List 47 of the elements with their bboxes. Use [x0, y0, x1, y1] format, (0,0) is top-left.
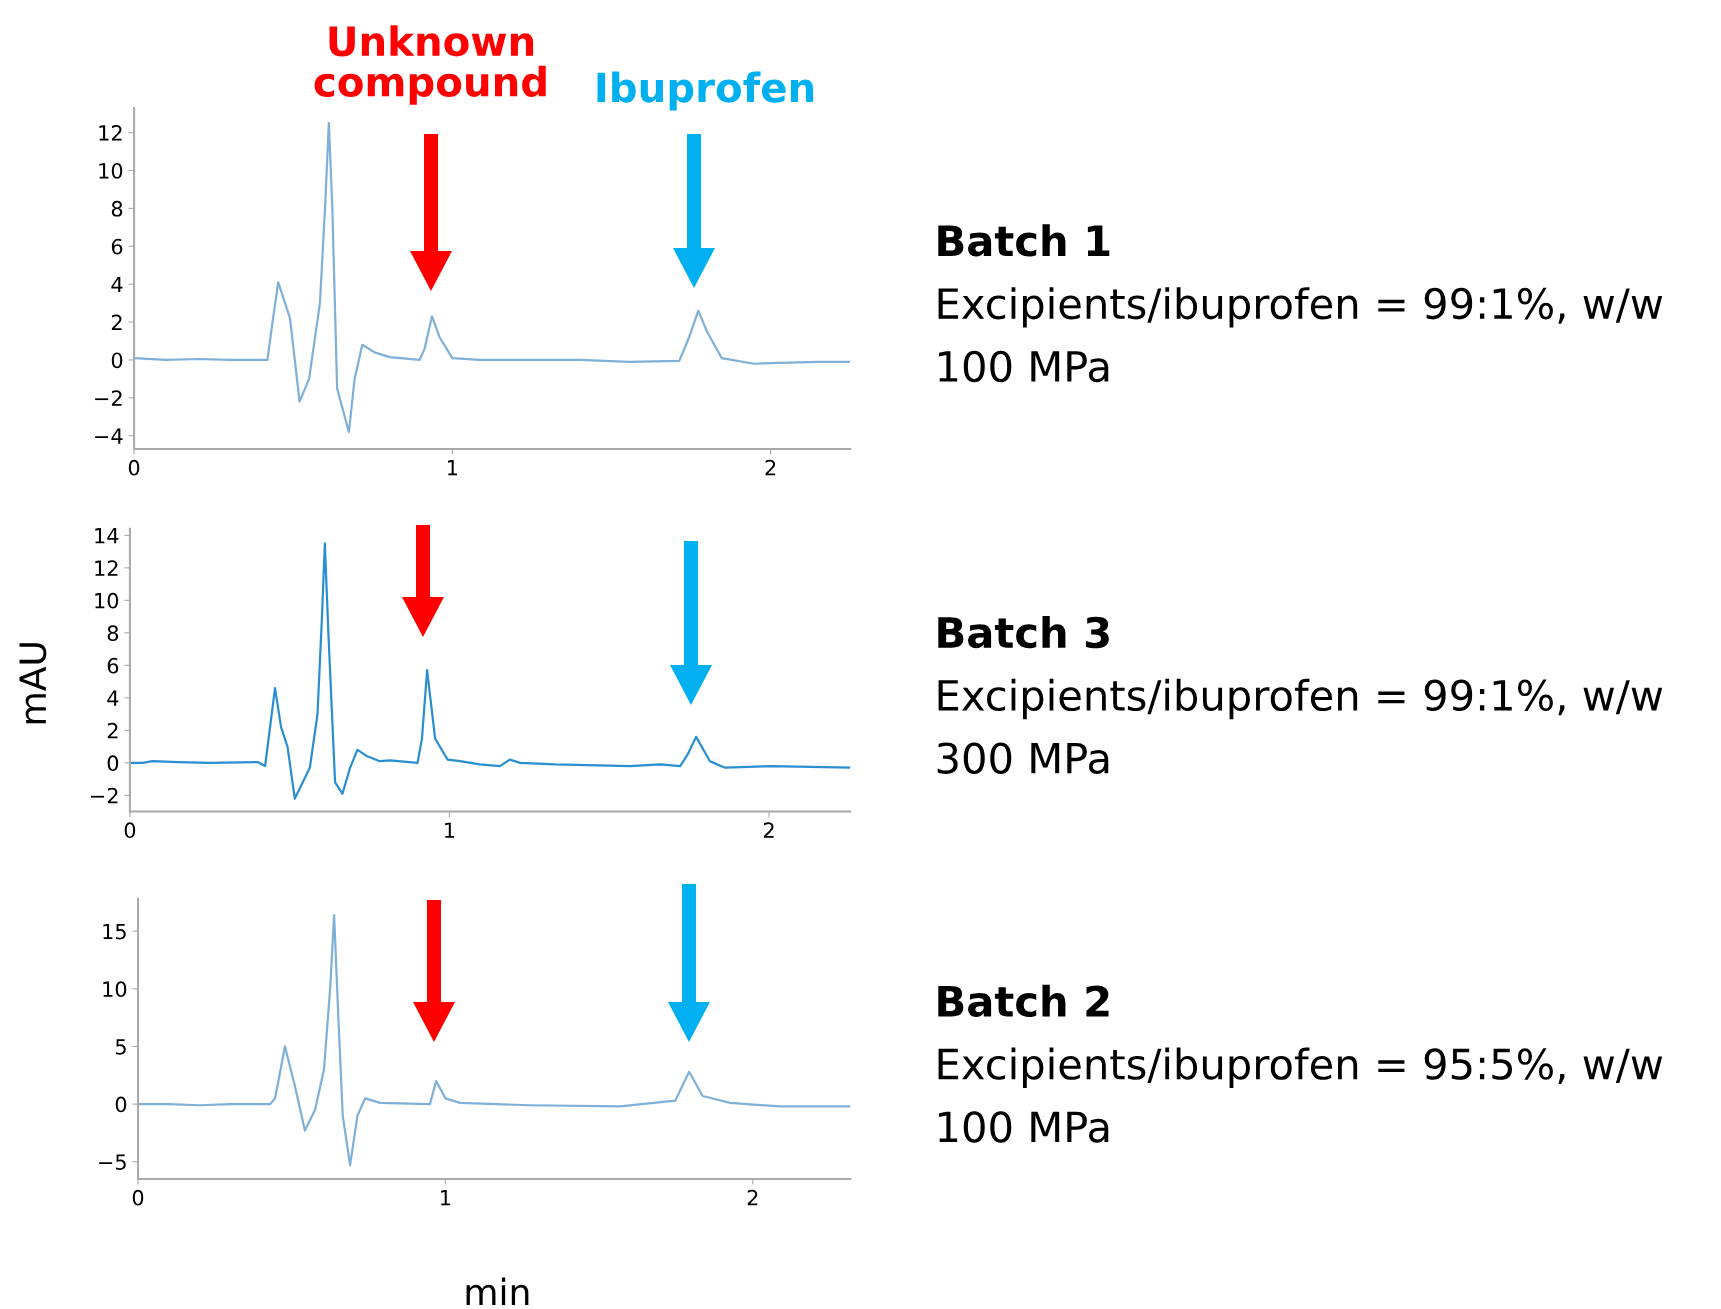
- y-tick-label: 2: [107, 722, 118, 739]
- y-tick-label: 12: [99, 125, 122, 141]
- x-tick-label: 1: [441, 1190, 451, 1206]
- y-tick-label: 14: [95, 528, 119, 544]
- x-tick-label: 2: [763, 822, 774, 838]
- y-tick-label: 0: [111, 352, 123, 369]
- text: 100 MPa: [939, 350, 1109, 383]
- y-tick-label: 12: [95, 560, 118, 576]
- x-tick-label: 1: [445, 822, 455, 838]
- y-tick-label: −2: [95, 390, 122, 406]
- y-tick-label: 2: [111, 314, 122, 330]
- x-tick-label: 2: [747, 1189, 758, 1206]
- line-series: [129, 542, 851, 800]
- y-tick-label: 0: [115, 1096, 127, 1113]
- x-tick-label: 1: [448, 460, 458, 476]
- annotation: Ibuprofen: [597, 71, 814, 111]
- x-axis-title: min: [466, 1277, 529, 1306]
- line-series: [138, 913, 851, 1167]
- y-tick-label: 5: [115, 1039, 126, 1055]
- y-tick-label: 0: [107, 755, 119, 772]
- y-tick-label: −2: [91, 787, 118, 804]
- y-tick-label: 10: [103, 981, 127, 998]
- y-tick-label: 10: [99, 162, 123, 179]
- y-tick-label: 10: [95, 592, 119, 609]
- y-tick-label: 6: [107, 657, 119, 674]
- text: Unknown compound: [314, 25, 546, 105]
- text: Excipients/ibuprofen = 99:1%, w/w: [938, 678, 1663, 720]
- text: 300 MPa: [937, 742, 1109, 774]
- text: Excipients/ibuprofen = 95:5%, w/w: [938, 1047, 1663, 1088]
- y-tick-label: 4: [111, 276, 123, 293]
- text: Batch 1: [938, 224, 1110, 257]
- y-tick-label: 4: [107, 690, 119, 706]
- text: Batch 2: [938, 984, 1109, 1018]
- x-tick-label: 2: [765, 459, 776, 476]
- y-tick-label: 8: [107, 625, 119, 642]
- y-tick-label: 8: [111, 200, 123, 217]
- text: Excipients/ibuprofen = 99:1%, w/w: [938, 287, 1663, 328]
- x-tick-label: 0: [128, 459, 140, 476]
- y-tick-label: 6: [111, 238, 123, 255]
- y-tick-label: −5: [99, 1154, 126, 1170]
- x-tick-label: 0: [132, 1189, 144, 1206]
- text: 100 MPa: [939, 1111, 1109, 1143]
- y-axis-title: mAU: [19, 643, 47, 724]
- y-tick-label: −4: [95, 428, 123, 444]
- text: Batch 3: [938, 616, 1109, 649]
- y-tick-label: 15: [103, 923, 126, 940]
- line-series: [134, 122, 851, 434]
